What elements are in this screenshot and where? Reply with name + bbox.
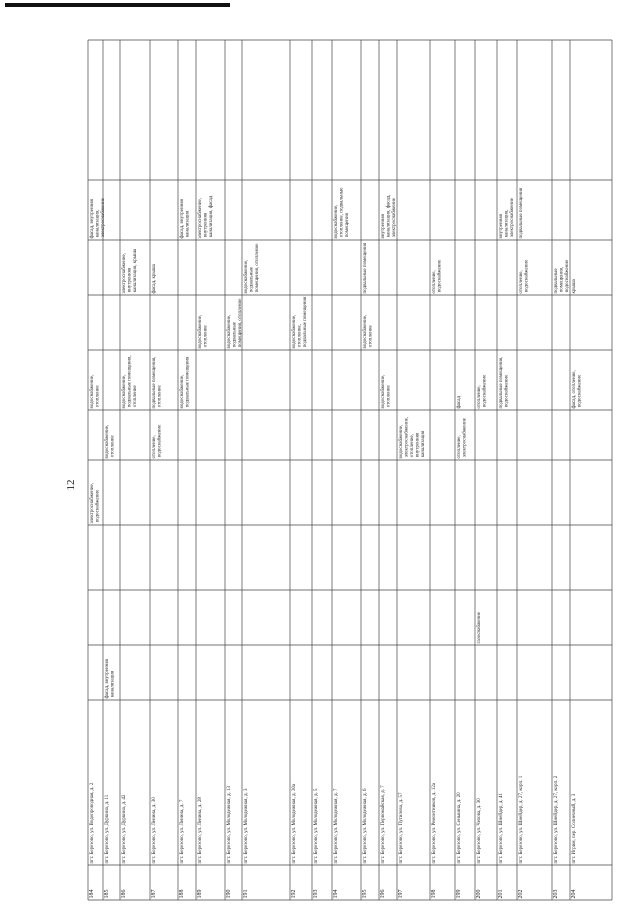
address: пгт. Березово, ул. Ремонтников, д. 12а [432, 782, 437, 863]
row-number: 187 [151, 890, 157, 899]
cell-text: водоснабжение, отопление [381, 375, 392, 409]
cell-text: отопление, водоснабжение [519, 259, 530, 294]
address: пгт. Березово, ул. Ленина, д. 30 [152, 797, 157, 864]
cell-text: подвальные помещения, водоснабжение [554, 259, 570, 294]
row-number: 199 [456, 890, 462, 899]
address: пгт. Березово, ул. Молодежная, д. 6 [363, 788, 368, 864]
row-number: 196 [380, 890, 386, 899]
cell-text: водоснабжение, отопление, подвальные пом… [292, 296, 308, 349]
address: пгт. Березово, ул. Шнейдер, д. 41 [499, 793, 504, 864]
cell-text: фасад [457, 396, 462, 409]
row-number: 190 [226, 890, 232, 899]
cell-text: фасад, внутренняя канализация, электросн… [90, 197, 106, 238]
row-number: 189 [197, 890, 203, 899]
row-number: 203 [553, 890, 559, 899]
row-number: 192 [291, 890, 297, 899]
row-number: 193 [313, 890, 319, 899]
row-number: 186 [121, 890, 127, 899]
cell-text: внутренняя канализация, фасад, электросн… [381, 194, 397, 238]
top-bar [5, 3, 230, 7]
cell-text: электроснабжение, внутренняя канализация… [122, 248, 138, 293]
cell-text: водоснабжение, отопление, подвальные пом… [334, 187, 350, 239]
address: пгт. Березово, ул. Сенькина, д. 20 [457, 792, 462, 864]
address: пгт. Березово, ул. Молодежная, д. 5 [314, 788, 319, 864]
table: 184 пгт. Березово, ул. Водопроводная, д. … [87, 39, 613, 901]
cell-text: водоснабжение, отопление [363, 315, 374, 349]
row-number: 191 [243, 890, 249, 899]
address: пгт. Березово, ул. Молодежная, д. 13 [227, 785, 232, 863]
row-number: 194 [333, 890, 339, 899]
row-number: 188 [179, 890, 185, 899]
address: пгт. Березово, ул. Молодежная, д. 3 [244, 788, 249, 864]
address: пгт. Березово, ул. Шнейдер, д. 27, корп.… [519, 775, 524, 863]
address: пгт. Березово, ул. Путилова, д. 57 [399, 792, 404, 863]
address: пгт. Березово, ул. Молодежная, д. 7 [334, 788, 339, 864]
cell-text: внутренняя канализация, электроснабжение [499, 197, 515, 238]
cell-text: подвальные помещения [519, 187, 524, 238]
row-number: 200 [476, 890, 482, 899]
cell-text: подвальные помещения, отопление [152, 357, 163, 409]
cell-text: электроснабжение, водоснабжение [90, 483, 101, 523]
cell-text: водоснабжение, подвальные помещения [180, 356, 191, 409]
row-number: 204 [571, 890, 577, 899]
cell-text: отопление, водоснабжение [432, 259, 443, 294]
cell-text: подвальные помещения [363, 242, 368, 293]
row-number: 185 [104, 890, 110, 899]
address: пгт. Игрим, пер. Солнечный, д. 3 [572, 793, 577, 863]
address: пгт. Березово, ул. Водопроводная, д. 2 [90, 782, 95, 863]
cell-text: отопление, водоснабжение [152, 424, 163, 459]
cell-text: отопление, водоснабжение [477, 374, 488, 409]
cell-text: газоснабжение [477, 611, 482, 643]
row-number: 195 [362, 890, 368, 899]
address: пгт. Березово, ул. Первомайская, д. 7 [381, 785, 386, 864]
cell-text: электроснабжение, внутренняя канализация… [198, 195, 214, 238]
cell-text: крыша [572, 278, 577, 293]
cell-text: водоснабжение, отопление [90, 375, 101, 409]
cell-text: фасад, внутренняя канализация [180, 198, 191, 238]
address: пгт. Березово, ул. Ленина, д. 7 [180, 799, 185, 863]
cell-text: водоснабжение, отопление [198, 315, 209, 349]
address: пгт. Березово, ул. Дуркина, д. 11 [105, 794, 110, 863]
cell-text: водоснабжение, отопление [105, 425, 116, 459]
row-number: 201 [498, 890, 504, 899]
row-number: 202 [518, 890, 524, 899]
address: пгт. Березово, ул. Молодежная, д. 30а [292, 783, 297, 864]
page-number: 12 [65, 480, 77, 491]
cell-text: отопление, электроснабжение [457, 417, 468, 458]
row-number: 184 [89, 890, 95, 899]
address: пгт. Березово, ул. Чехова, д. 30 [477, 798, 482, 864]
row-number: 197 [398, 890, 404, 899]
cell-text: водоснабжение, подвальные помещения, ото… [227, 298, 243, 349]
address: пгт. Березово, ул. Дуркина, д. 42 [122, 794, 127, 863]
cell-text: фасад, крыша [152, 263, 157, 293]
row-number: 198 [431, 890, 437, 899]
address: пгт. Березово, ул. Ленина, д. 28 [198, 797, 203, 864]
cell-text: подвальные помещения, водоснабжение [499, 357, 510, 409]
cell-text: водоснабжение, электроснабжение, отоплен… [399, 417, 426, 459]
address: пгт. Березово, ул. Шнейдер, д. 27, корп.… [554, 775, 559, 863]
cell-text: водоснабжение, подвальные помещения, ото… [122, 355, 138, 408]
cell-text: фасад, отопление, водоснабжение [572, 370, 583, 408]
cell-text: водоснабжение, подвальные помещения, ото… [244, 243, 260, 294]
cell-text: фасад, внутренняя канализация [105, 658, 116, 698]
